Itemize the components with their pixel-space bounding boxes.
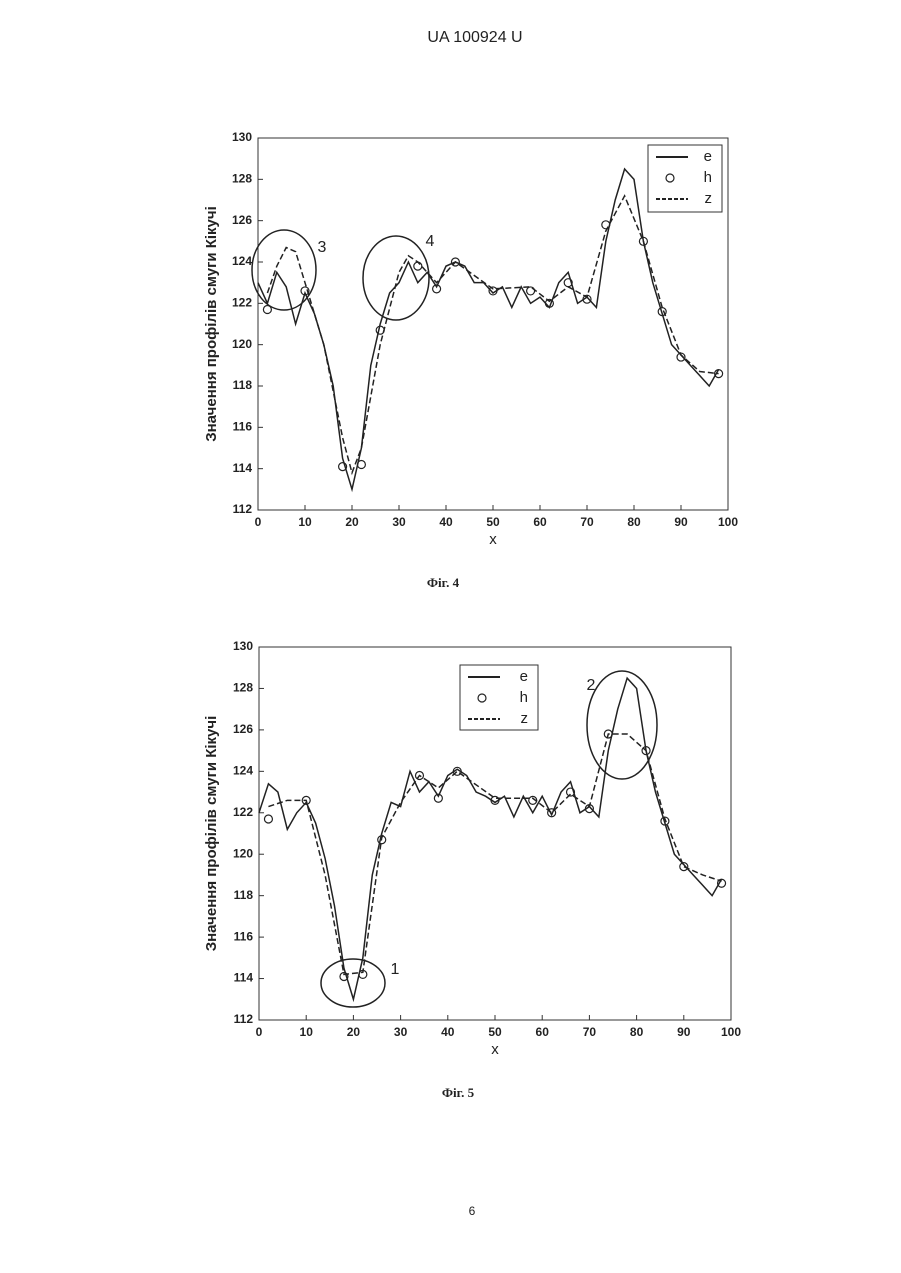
y-tick-label: 120 xyxy=(232,337,252,351)
x-tick-label: 100 xyxy=(721,1025,741,1039)
y-tick-label: 124 xyxy=(232,254,252,268)
x-tick-label: 40 xyxy=(439,515,453,529)
y-tick-label: 120 xyxy=(233,846,253,860)
y-tick-label: 118 xyxy=(234,888,254,902)
x-axis-label: x xyxy=(489,531,497,548)
legend-label: e xyxy=(704,148,712,165)
x-tick-label: 20 xyxy=(345,515,359,529)
x-tick-label: 60 xyxy=(536,1025,550,1039)
y-tick-label: 122 xyxy=(232,296,252,310)
page: UA 100924 U 6 11211411611812012212412612… xyxy=(0,0,901,1273)
legend-label: h xyxy=(520,689,528,706)
x-tick-label: 0 xyxy=(255,515,262,529)
x-tick-label: 20 xyxy=(347,1025,361,1039)
x-tick-label: 90 xyxy=(674,515,688,529)
y-axis-label: Значення профілів смуги Кікучі xyxy=(203,716,220,952)
legend-label: h xyxy=(704,169,712,186)
x-tick-label: 100 xyxy=(718,515,738,529)
x-tick-label: 0 xyxy=(256,1025,263,1039)
y-tick-label: 118 xyxy=(233,378,253,392)
legend-label: e xyxy=(520,668,528,685)
y-tick-label: 126 xyxy=(232,213,252,227)
annotation-label: 2 xyxy=(587,677,596,694)
y-tick-label: 114 xyxy=(234,971,254,985)
y-tick-label: 124 xyxy=(233,764,253,778)
x-tick-label: 80 xyxy=(627,515,641,529)
annotation-label: 4 xyxy=(426,233,435,250)
y-tick-label: 122 xyxy=(233,805,253,819)
figure-caption: Фіг. 4 xyxy=(427,575,460,590)
x-tick-label: 10 xyxy=(300,1025,314,1039)
y-tick-label: 130 xyxy=(233,639,253,653)
x-tick-label: 70 xyxy=(583,1025,597,1039)
y-tick-label: 128 xyxy=(232,172,252,186)
figure-caption: Фіг. 5 xyxy=(442,1085,475,1100)
y-tick-label: 128 xyxy=(233,681,253,695)
y-tick-label: 130 xyxy=(232,130,252,144)
x-tick-label: 30 xyxy=(394,1025,408,1039)
x-tick-label: 30 xyxy=(392,515,406,529)
y-tick-label: 116 xyxy=(233,420,253,434)
y-tick-label: 112 xyxy=(233,502,253,516)
y-tick-label: 126 xyxy=(233,722,253,736)
x-tick-label: 40 xyxy=(441,1025,455,1039)
legend-label: z xyxy=(521,710,529,727)
legend-label: z xyxy=(705,190,713,207)
y-axis-label: Значення профілів смуги Кікучі xyxy=(203,206,220,442)
y-tick-label: 116 xyxy=(234,929,254,943)
x-tick-label: 70 xyxy=(580,515,594,529)
x-tick-label: 80 xyxy=(630,1025,644,1039)
x-tick-label: 10 xyxy=(298,515,312,529)
annotation-label: 1 xyxy=(391,961,400,978)
x-tick-label: 50 xyxy=(488,1025,502,1039)
y-tick-label: 112 xyxy=(234,1012,254,1026)
header: UA 100924 U xyxy=(427,29,522,46)
y-tick-label: 114 xyxy=(233,461,253,475)
x-tick-label: 90 xyxy=(677,1025,691,1039)
x-axis-label: x xyxy=(491,1041,499,1058)
annotation-label: 3 xyxy=(318,239,327,256)
x-tick-label: 60 xyxy=(533,515,547,529)
x-tick-label: 50 xyxy=(486,515,500,529)
page-number: 6 xyxy=(469,1204,476,1218)
